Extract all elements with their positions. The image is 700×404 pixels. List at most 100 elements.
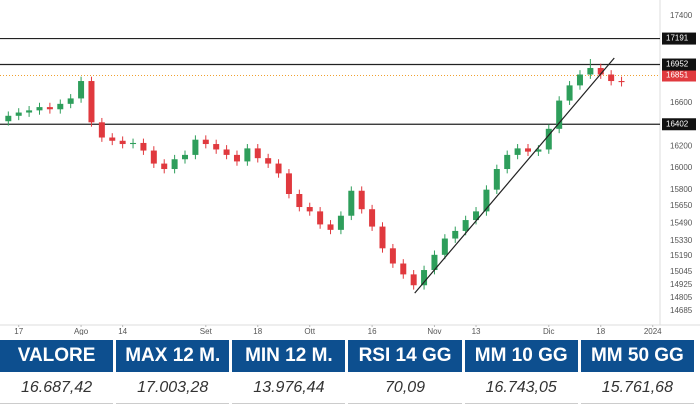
candle-body	[493, 169, 500, 190]
candle-body	[182, 154, 189, 160]
candle-body	[98, 122, 105, 138]
candle-body	[275, 163, 282, 174]
candle-body	[223, 149, 230, 155]
candle-body	[337, 215, 344, 230]
candle-body	[317, 211, 324, 225]
candle-body	[88, 81, 95, 123]
candle-body	[379, 226, 386, 249]
candle-body	[400, 263, 407, 275]
y-tick-label: 15490	[670, 218, 693, 227]
x-tick-label: 13	[472, 327, 481, 335]
y-tick-label: 16600	[670, 98, 693, 107]
y-tick-label: 14925	[670, 280, 693, 289]
candle-body	[369, 209, 376, 227]
y-tick-label: 14805	[670, 293, 693, 302]
candle-body	[410, 274, 417, 286]
candle-body	[618, 81, 625, 83]
candle-body	[473, 211, 480, 221]
stats-table: VALORE MAX 12 M. MIN 12 M. RSI 14 GG MM …	[0, 340, 697, 404]
candle-body	[389, 248, 396, 264]
trendline	[414, 57, 615, 294]
chart: 17400 16600 16200 16000 15800 15650 15490 15330…	[0, 0, 700, 336]
candle-body	[545, 128, 552, 150]
level-label: 16952	[666, 60, 689, 69]
candle-body	[109, 137, 116, 141]
y-tick-label: 16000	[670, 163, 693, 172]
value: 70,09	[348, 372, 462, 404]
x-tick-label: Ago	[74, 327, 89, 335]
candle-body	[15, 112, 22, 116]
x-tick-label: 16	[368, 327, 377, 335]
y-tick-label: 15650	[670, 201, 693, 210]
level-label: 17191	[666, 34, 689, 43]
candle-body	[67, 98, 74, 104]
header-row: VALORE MAX 12 M. MIN 12 M. RSI 14 GG MM …	[0, 340, 694, 372]
header: MIN 12 M.	[232, 340, 346, 372]
candle-body	[130, 142, 137, 145]
candle-body	[233, 154, 240, 162]
level-tag	[662, 32, 696, 45]
candle-body	[348, 190, 355, 216]
x-tick-label: 2024	[644, 327, 662, 335]
value: 16.687,42	[0, 372, 114, 404]
candle-body	[462, 220, 469, 231]
candle-body	[597, 68, 604, 75]
x-tick-label: Dic	[543, 327, 555, 335]
value: 16.743,05	[464, 372, 578, 404]
last-price-tag	[662, 69, 696, 82]
candle-body	[306, 207, 313, 212]
level-label: 16402	[666, 119, 689, 128]
y-tick-label: 15045	[670, 267, 693, 276]
candle-body	[265, 158, 272, 164]
x-tick-label: 18	[596, 327, 605, 335]
header: RSI 14 GG	[348, 340, 462, 372]
candle-body	[587, 68, 594, 75]
candle-body	[285, 173, 292, 194]
y-tick-label: 15800	[670, 185, 693, 194]
y-tick-label: 17400	[670, 11, 693, 20]
y-tick-label: 16200	[670, 141, 693, 150]
candle-body	[608, 74, 615, 82]
candle-body	[535, 149, 542, 152]
level-tag	[662, 58, 696, 71]
candle-body	[161, 163, 168, 170]
candle-body	[26, 110, 33, 113]
value-row: 16.687,42 17.003,28 13.976,44 70,09 16.7…	[0, 372, 694, 404]
y-tick-label: 14685	[670, 306, 693, 315]
candle-body	[504, 154, 511, 170]
value: 13.976,44	[232, 372, 346, 404]
last-price-label: 16851	[666, 71, 689, 80]
candle-body	[150, 150, 157, 164]
value: 15.761,68	[580, 372, 694, 404]
candle-body	[358, 190, 365, 210]
candle-body	[525, 148, 531, 152]
candle-body	[78, 81, 85, 99]
candle-body	[119, 140, 126, 145]
candle-body	[36, 107, 43, 111]
candle-body	[5, 115, 12, 122]
candle-body	[296, 194, 303, 208]
y-tick-label: 15330	[670, 236, 693, 245]
candle-body	[46, 107, 53, 110]
candle-body	[514, 148, 521, 155]
header: MM 50 GG	[580, 340, 694, 372]
x-tick-label: Nov	[427, 327, 441, 335]
candle-body	[171, 159, 178, 170]
x-tick-label: 17	[14, 327, 23, 335]
value: 17.003,28	[116, 372, 230, 404]
x-tick-label: Set	[200, 327, 213, 335]
candle-body	[202, 139, 209, 145]
candle-body	[140, 142, 147, 151]
candle-body	[192, 139, 199, 155]
candle-body	[244, 148, 251, 162]
x-tick-label: 18	[253, 327, 262, 335]
header: MM 10 GG	[464, 340, 578, 372]
candle-body	[566, 85, 573, 101]
candle-body	[327, 224, 334, 230]
x-tick-label: Ott	[304, 327, 315, 335]
header: MAX 12 M.	[116, 340, 230, 372]
candle-body	[431, 254, 438, 271]
x-tick-label: 14	[118, 327, 127, 335]
candle-body	[576, 74, 583, 86]
